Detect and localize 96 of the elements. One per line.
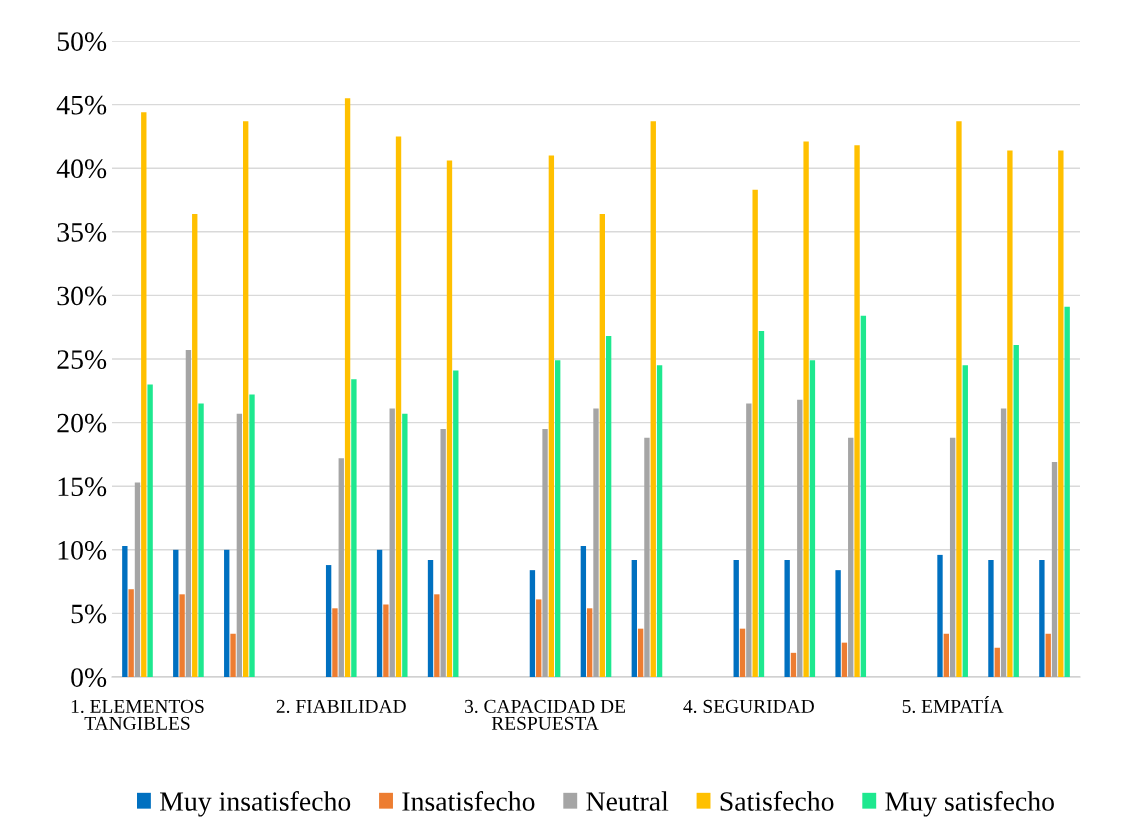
bar <box>134 482 141 677</box>
bar <box>733 559 739 677</box>
y-tick-label: 50% <box>57 32 107 51</box>
bar <box>529 570 536 677</box>
bar <box>752 189 758 677</box>
bar <box>790 652 797 677</box>
bar <box>803 141 809 677</box>
bar <box>402 413 408 677</box>
bar <box>434 594 440 677</box>
bar <box>243 121 249 677</box>
bar <box>383 604 389 677</box>
bar <box>236 413 243 677</box>
bar <box>797 399 803 677</box>
bar <box>446 160 453 677</box>
bar <box>1013 345 1019 677</box>
bar <box>427 559 434 677</box>
bar <box>173 549 179 677</box>
bar <box>555 360 561 677</box>
x-tick-label: 4. SEGURIDAD <box>683 699 814 713</box>
y-tick-label: 25% <box>57 350 107 369</box>
bar <box>376 549 383 677</box>
bar <box>637 628 644 677</box>
bar <box>198 403 204 677</box>
bar <box>860 315 867 677</box>
bar <box>1064 306 1070 677</box>
bar <box>631 559 637 677</box>
bar <box>1045 633 1051 677</box>
bar <box>1007 150 1013 677</box>
bar <box>224 549 230 677</box>
y-tick-label: 20% <box>57 413 107 433</box>
bar <box>937 554 943 677</box>
legend-label: Neutral <box>586 791 669 811</box>
x-tick-label: 5. EMPATÍA <box>902 696 1004 713</box>
y-tick-label: 40% <box>56 159 107 179</box>
bar <box>809 360 816 677</box>
bar <box>848 437 854 677</box>
y-tick-label: 0% <box>71 668 107 687</box>
bar <box>854 145 860 677</box>
bar <box>542 428 548 677</box>
bar <box>1039 559 1045 677</box>
bar <box>536 599 542 677</box>
bar <box>994 647 1000 677</box>
bar <box>389 408 395 677</box>
bar <box>580 545 587 677</box>
bar <box>122 545 128 677</box>
bar <box>605 336 612 677</box>
bar <box>656 365 663 677</box>
x-tick-label: 3. CAPACIDAD DE RESPUESTA <box>465 699 626 730</box>
y-tick-label: 15% <box>58 477 107 497</box>
bar <box>587 608 593 677</box>
bar <box>351 379 357 677</box>
bar <box>230 633 236 677</box>
bar <box>147 384 153 677</box>
x-tick-label: 2. FIABILIDAD <box>276 699 406 713</box>
bar <box>128 589 134 677</box>
bar <box>835 570 841 677</box>
bar <box>841 642 848 677</box>
bar <box>1051 462 1058 677</box>
bar <box>599 213 605 677</box>
bar <box>192 213 198 677</box>
legend-label: Insatisfecho <box>402 791 535 811</box>
bar <box>332 608 338 677</box>
bar <box>338 458 344 677</box>
bar <box>956 121 962 677</box>
x-tick-label: 1. ELEMENTOS TANGIBLES <box>71 699 204 730</box>
bar <box>249 394 255 677</box>
bar <box>988 559 994 677</box>
y-tick-label: 35% <box>57 222 107 242</box>
legend-label: Satisfecho <box>720 791 834 811</box>
y-tick-label: 30% <box>57 286 107 306</box>
bar <box>1058 150 1064 677</box>
bar <box>962 365 968 677</box>
bar <box>1000 408 1007 677</box>
bar <box>949 437 956 677</box>
y-tick-label: 5% <box>71 604 107 624</box>
bar <box>185 350 192 677</box>
bar <box>650 121 656 677</box>
bar <box>739 628 746 677</box>
bar <box>758 331 765 677</box>
bar <box>179 594 185 677</box>
y-tick-label: 45% <box>56 95 107 115</box>
legend-label: Muy insatisfecho <box>160 791 351 817</box>
bar <box>344 98 351 677</box>
bar <box>395 136 402 677</box>
bar <box>141 112 147 677</box>
bar <box>325 565 332 677</box>
bar <box>644 437 650 677</box>
y-tick-label: 10% <box>58 540 107 560</box>
bar <box>440 428 446 677</box>
bar <box>943 633 949 677</box>
bar <box>453 370 459 677</box>
bar <box>593 408 599 677</box>
bar <box>784 559 790 677</box>
bar <box>548 155 555 677</box>
legend-label: Muy satisfecho <box>885 791 1054 817</box>
bar <box>746 403 752 677</box>
